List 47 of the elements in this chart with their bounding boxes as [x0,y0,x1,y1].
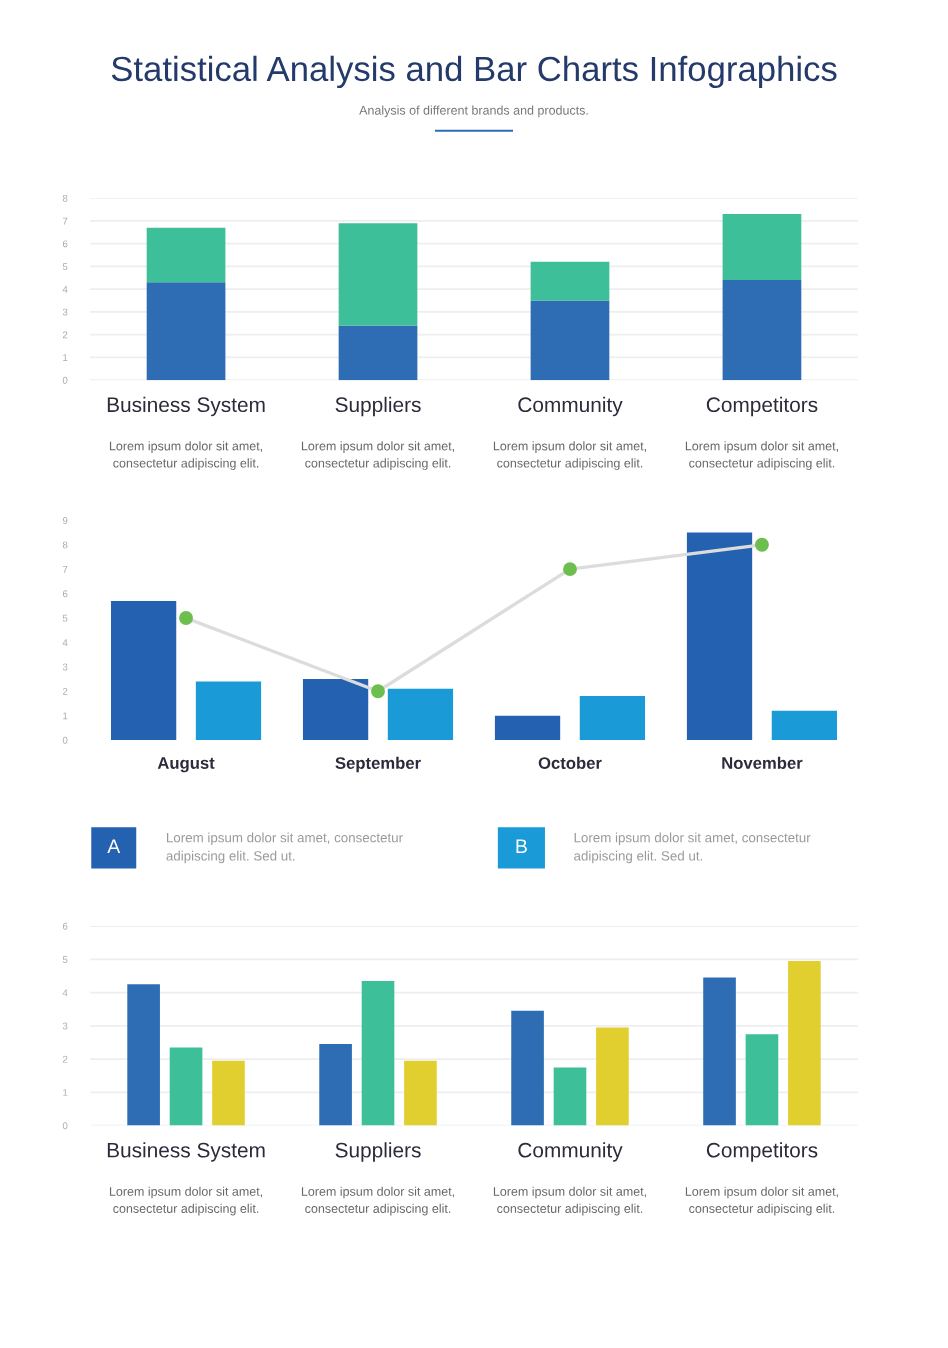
text: B [516,839,527,853]
point [563,562,577,577]
bar [722,214,802,281]
x-tick-label: Community [518,1142,623,1162]
bar [745,1034,779,1126]
x-tick-label: September [335,756,421,773]
bar [530,261,610,301]
bar [553,1067,587,1126]
bar [703,977,736,1126]
x-tick-label: Suppliers [335,1142,421,1162]
x-tick-label: October [538,756,602,769]
x-tick-label: Community [518,396,623,417]
bar [169,1047,203,1126]
bar [302,679,369,741]
bar [788,960,821,1126]
bar [579,696,646,741]
bar [771,710,838,741]
x-tick-label: Business System [107,1142,265,1162]
x-tick-label: Business System [107,396,265,417]
bar [511,1010,544,1126]
point [755,537,769,552]
bar [212,1060,245,1126]
bar [494,715,561,741]
bar [404,1060,437,1126]
bar [338,223,418,326]
bar [361,980,395,1126]
x-tick-label: Suppliers [335,396,421,417]
bar [146,227,226,283]
x-tick-label: Competitors [706,1142,818,1162]
point [179,611,193,625]
text: A [107,839,121,853]
x-tick-label: August [157,757,215,773]
bar [127,984,160,1126]
bar [110,600,177,741]
bar [596,1027,629,1126]
bar [195,681,262,741]
point [371,684,385,699]
bar [319,1044,352,1126]
bar [146,282,226,381]
x-tick-label: November [722,756,803,769]
bar [686,532,753,741]
chart-title: Statistical Analysis and Bar Charts Infographics [111,55,837,89]
bar [530,300,610,381]
bar [387,688,454,741]
x-tick-label: Competitors [706,396,818,417]
bar [338,325,418,381]
bar [722,280,802,381]
